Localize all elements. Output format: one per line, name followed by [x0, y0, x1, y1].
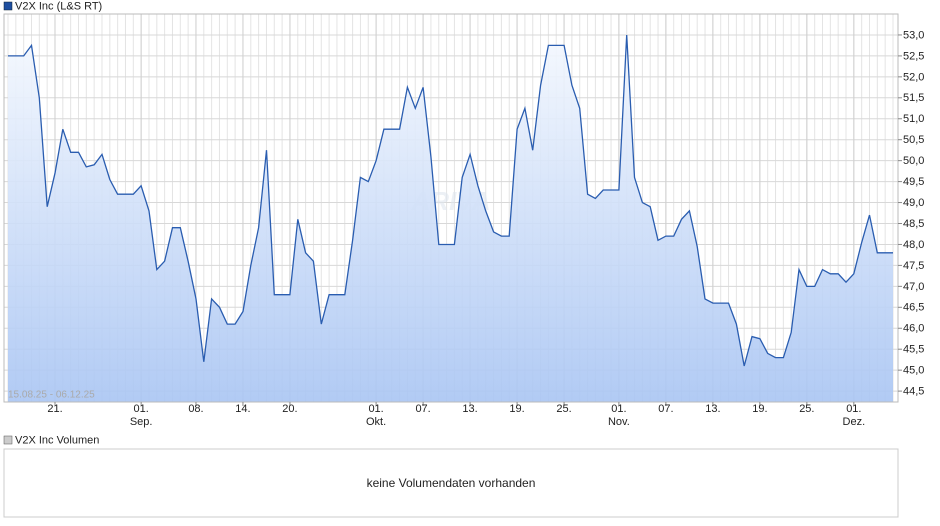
x-tick-label: 13.: [705, 403, 720, 415]
x-tick-label: 01.: [133, 403, 148, 415]
legend-swatch: [3, 435, 13, 445]
y-tick-label: 49,5: [903, 176, 924, 188]
y-tick-label: 50,5: [903, 134, 924, 146]
y-tick-label: 45,5: [903, 344, 924, 356]
price-area: [8, 35, 893, 402]
plot-border: [3, 13, 899, 403]
legend-swatch: [3, 1, 13, 11]
range-label: 15.08.25 - 06.12.25: [8, 390, 95, 401]
x-tick-label: 21.: [47, 403, 62, 415]
volume-panel: [3, 448, 899, 518]
x-tick-month: Sep.: [130, 416, 153, 428]
x-tick-label: 01.: [368, 403, 383, 415]
y-tick-label: 53,0: [903, 29, 924, 41]
x-tick-label: 14.: [235, 403, 250, 415]
x-tick-month: Nov.: [608, 416, 630, 428]
x-tick-label: 07.: [658, 403, 673, 415]
x-tick-label: 25.: [556, 403, 571, 415]
y-tick-label: 46,0: [903, 323, 924, 335]
plot-area: ARIVA: [4, 14, 898, 402]
x-tick-label: 07.: [415, 403, 430, 415]
y-tick-label: 51,0: [903, 113, 924, 125]
volume-message: keine Volumendaten vorhanden: [367, 476, 536, 490]
y-tick-label: 52,0: [903, 71, 924, 83]
x-tick-label: 01.: [611, 403, 626, 415]
y-tick-label: 45,0: [903, 365, 924, 377]
x-tick-label: 13.: [462, 403, 477, 415]
y-tick-label: 48,0: [903, 239, 924, 251]
x-tick-label: 01.: [846, 403, 861, 415]
y-tick-label: 46,5: [903, 302, 924, 314]
x-tick-label: 19.: [752, 403, 767, 415]
x-tick-label: 08.: [188, 403, 203, 415]
x-tick-label: 25.: [799, 403, 814, 415]
x-tick-label: 19.: [509, 403, 524, 415]
y-tick-label: 47,5: [903, 260, 924, 272]
x-tick-month: Okt.: [366, 416, 386, 428]
y-tick-label: 44,5: [903, 386, 924, 398]
volume-title: V2X Inc Volumen: [15, 434, 99, 446]
y-tick-label: 50,0: [903, 155, 924, 167]
x-tick-month: Dez.: [843, 416, 866, 428]
chart-title: V2X Inc (L&S RT): [15, 0, 102, 12]
y-tick-label: 49,0: [903, 197, 924, 209]
y-tick-label: 52,5: [903, 50, 924, 62]
x-tick-label: 20.: [282, 403, 297, 415]
y-tick-label: 51,5: [903, 92, 924, 104]
price-line: [8, 34, 893, 367]
y-tick-label: 47,0: [903, 281, 924, 293]
y-tick-label: 48,5: [903, 218, 924, 230]
